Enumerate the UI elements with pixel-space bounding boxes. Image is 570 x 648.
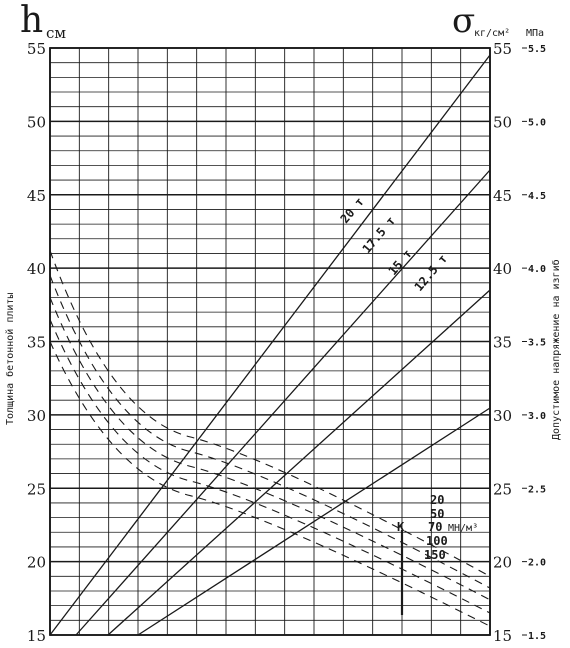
left-tick-label: 50 (27, 113, 46, 131)
mpa-tick-label: 3.0 (528, 411, 546, 422)
k-value-label: 150 (424, 548, 446, 562)
mpa-tick-label: 4.0 (528, 264, 546, 275)
load-line-label: 15 т (386, 247, 415, 278)
right-tick-label: 40 (493, 260, 512, 278)
right-axis-label: Допустимое напряжение на изгиб (550, 259, 562, 440)
k-unit-label: МН/м³ (448, 523, 478, 534)
right-tick-label: 35 (493, 334, 512, 352)
k-series-label: К (397, 520, 405, 534)
mpa-tick-label: 4.5 (528, 191, 546, 202)
left-tick-label: 35 (27, 334, 46, 352)
k-value-label: 50 (430, 507, 444, 521)
left-tick-label: 40 (27, 260, 46, 278)
left-axis-symbol: h (20, 0, 43, 41)
right-axis-symbol: σ (452, 1, 475, 41)
k-value-label: 20 (430, 493, 444, 507)
right-tick-label: 25 (493, 480, 512, 498)
right-tick-label: 55 (493, 40, 512, 58)
left-tick-label: 20 (27, 554, 46, 572)
k-curve-50 (49, 275, 491, 589)
mpa-tick-label: 1.5 (528, 631, 546, 642)
right-tick-label: 50 (493, 113, 512, 131)
k-curve-150 (49, 341, 491, 627)
load-line-label: 12.5 т (412, 252, 451, 294)
load-line-15 (107, 289, 491, 636)
k-curve-20 (49, 250, 491, 577)
chart-axes: 15 20 25 30 35 40 45 50 55 15 20 25 30 35 40 45 50 55 1.5 2… (27, 40, 546, 645)
load-line-125 (137, 407, 491, 636)
right-tick-label: 15 (493, 627, 512, 645)
chart-grid (49, 47, 491, 636)
k-curves (49, 250, 491, 627)
load-line-175 (75, 169, 491, 636)
right-axis-unit: кг/см² (474, 28, 510, 39)
mpa-tick-label: 2.0 (528, 558, 546, 569)
right-tick-label: 20 (493, 554, 512, 572)
left-tick-label: 30 (27, 407, 46, 425)
left-tick-label: 45 (27, 187, 46, 205)
mpa-tick-label: 5.0 (528, 117, 546, 128)
left-tick-label: 55 (27, 40, 46, 58)
load-line-20 (49, 54, 491, 636)
k-curve-70 (49, 297, 491, 601)
mpa-tick-label: 5.5 (528, 44, 546, 55)
left-axis-label: Толщина бетонной плиты (4, 293, 16, 425)
right-tick-label: 45 (493, 187, 512, 205)
k-curve-100 (49, 319, 491, 614)
mpa-tick-label: 3.5 (528, 338, 546, 349)
right-secondary-unit: МПа (526, 28, 544, 39)
left-tick-label: 25 (27, 480, 46, 498)
k-value-label: 100 (426, 534, 448, 548)
load-lines (49, 54, 491, 636)
load-line-label: 20 т (338, 195, 367, 226)
left-axis-unit: см (46, 24, 66, 42)
left-tick-label: 15 (27, 627, 46, 645)
k-value-label: 70 (428, 520, 442, 534)
mpa-tick-label: 2.5 (528, 484, 546, 495)
right-tick-label: 30 (493, 407, 512, 425)
